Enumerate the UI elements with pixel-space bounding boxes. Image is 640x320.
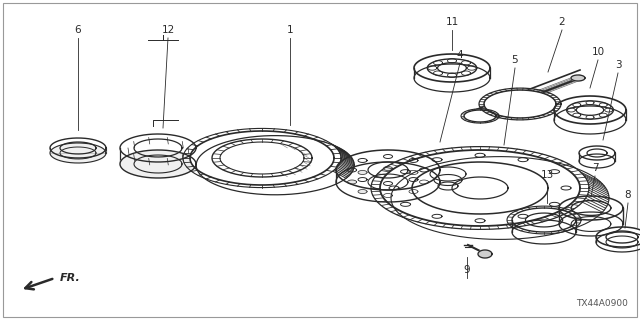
Polygon shape: [559, 196, 623, 220]
Polygon shape: [50, 138, 106, 158]
Polygon shape: [120, 134, 196, 162]
Polygon shape: [380, 150, 580, 226]
Polygon shape: [358, 189, 367, 194]
Text: 2: 2: [559, 17, 565, 27]
Polygon shape: [348, 180, 356, 184]
Polygon shape: [478, 250, 492, 258]
Text: 6: 6: [75, 25, 81, 35]
Polygon shape: [554, 96, 626, 124]
Polygon shape: [336, 150, 440, 190]
Polygon shape: [409, 189, 418, 194]
Text: TX44A0900: TX44A0900: [576, 299, 628, 308]
Text: 7: 7: [592, 163, 598, 173]
Polygon shape: [383, 194, 392, 197]
Text: 4: 4: [457, 50, 463, 60]
Polygon shape: [579, 146, 615, 160]
Text: 12: 12: [161, 25, 175, 35]
Polygon shape: [414, 54, 490, 82]
Text: 10: 10: [591, 47, 605, 57]
Polygon shape: [50, 143, 106, 163]
Polygon shape: [419, 180, 429, 184]
Text: 11: 11: [445, 17, 459, 27]
Polygon shape: [120, 150, 196, 178]
Text: 8: 8: [625, 190, 631, 200]
Polygon shape: [358, 171, 367, 174]
Polygon shape: [571, 75, 585, 81]
Polygon shape: [512, 208, 576, 232]
Polygon shape: [596, 227, 640, 247]
Polygon shape: [464, 110, 496, 122]
Polygon shape: [383, 166, 392, 171]
Polygon shape: [190, 131, 334, 185]
Text: 5: 5: [512, 55, 518, 65]
Text: 9: 9: [464, 265, 470, 275]
Text: FR.: FR.: [60, 273, 81, 283]
Text: 13: 13: [540, 170, 554, 180]
Polygon shape: [409, 171, 418, 174]
Text: 3: 3: [614, 60, 621, 70]
Polygon shape: [484, 90, 556, 118]
Text: 1: 1: [287, 25, 293, 35]
